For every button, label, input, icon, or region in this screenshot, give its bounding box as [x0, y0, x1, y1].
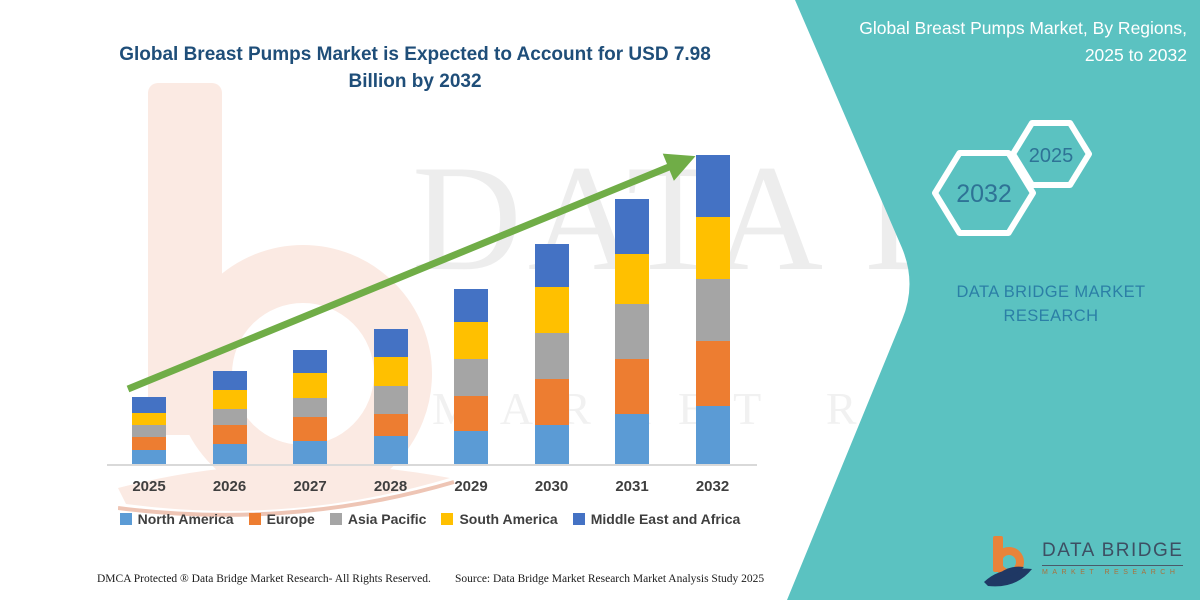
bar-segment-north-america [454, 430, 488, 464]
bar-segment-north-america [293, 441, 327, 464]
legend-item-asia-pacific: Asia Pacific [329, 511, 427, 527]
hexagon-2025-label: 2025 [1029, 145, 1074, 167]
legend-swatch-europe [248, 513, 261, 525]
logo-title: DATA BRIDGE [1042, 540, 1184, 566]
dmca-text: DMCA Protected ® Data Bridge Market Rese… [97, 573, 431, 585]
bar-segment-europe [373, 414, 408, 437]
x-tick-2027: 2027 [293, 478, 327, 495]
bar-2032 [695, 155, 730, 464]
bar-segment-asia-pacific [132, 424, 166, 437]
chart-legend: North America Europe Asia Pacific South Ame… [85, 511, 775, 527]
bar-segment-europe [695, 340, 730, 406]
x-tick-2030: 2030 [534, 478, 569, 495]
bar-segment-south-america [695, 217, 730, 280]
bar-segment-asia-pacific [212, 409, 247, 425]
bar-segment-south-america [132, 413, 166, 425]
legend-swatch-asia-pacific [329, 513, 342, 525]
x-tick-2032: 2032 [695, 478, 730, 495]
chart-title: Global Breast Pumps Market is Expected t… [119, 44, 711, 92]
logo-text: DATA BRIDGE MARKET RESEARCH [1042, 533, 1184, 576]
bar-segment-europe [454, 395, 488, 431]
legend-swatch-north-america [119, 513, 132, 525]
bar-segment-north-america [373, 436, 408, 464]
bar-segment-north-america [695, 405, 730, 464]
bar-segment-north-america [615, 414, 649, 464]
legend-swatch-south-america [441, 513, 454, 525]
legend-swatch-middle-east-and-africa [572, 513, 585, 525]
side-panel-title: Global Breast Pumps Market, By Regions, … [859, 18, 1187, 66]
legend-item-south-america: South America [441, 511, 558, 527]
bar-segment-north-america [534, 425, 569, 464]
legend-label-south-america: South America [459, 511, 558, 527]
x-tick-2029: 2029 [454, 478, 488, 495]
legend-label-asia-pacific: Asia Pacific [347, 511, 427, 527]
bar-segment-europe [212, 424, 247, 444]
bar-segment-asia-pacific [695, 279, 730, 341]
legend-label-north-america: North America [137, 511, 234, 527]
x-tick-2025: 2025 [132, 478, 166, 495]
legend-item-middle-east-and-africa: Middle East and Africa [572, 511, 741, 527]
legend-item-europe: Europe [248, 511, 315, 527]
x-tick-2031: 2031 [615, 478, 649, 495]
legend-label-middle-east-and-africa: Middle East and Africa [590, 511, 741, 527]
hexagon-2032 [932, 150, 1036, 236]
bar-segment-europe [293, 417, 327, 442]
hexagon-badges: 2032 2025 [932, 120, 1092, 236]
x-tick-2026: 2026 [212, 478, 247, 495]
hexagon-2032-label: 2032 [956, 180, 1012, 208]
bar-segment-middle-east-and-africa [132, 397, 166, 414]
x-tick-2028: 2028 [373, 478, 408, 495]
x-axis [107, 464, 757, 466]
legend-label-europe: Europe [266, 511, 315, 527]
bar-segment-europe [132, 436, 166, 450]
bar-segment-north-america [212, 443, 247, 464]
logo-b-icon [984, 536, 1032, 587]
bar-segment-south-america [212, 390, 247, 410]
bar-segment-asia-pacific [293, 397, 327, 418]
hexagon-2025 [1010, 120, 1092, 188]
logo-subtitle: MARKET RESEARCH [1042, 568, 1180, 576]
panel-brand-text: DATA BRIDGE MARKET RESEARCH [956, 283, 1146, 325]
bar-2025 [132, 397, 166, 464]
source-text: Source: Data Bridge Market Research Mark… [455, 573, 765, 585]
bar-segment-middle-east-and-africa [695, 155, 730, 218]
footer-logo: DATA BRIDGE MARKET RESEARCH [982, 533, 1184, 589]
legend-item-north-america: North America [119, 511, 234, 527]
bar-segment-north-america [132, 449, 166, 464]
